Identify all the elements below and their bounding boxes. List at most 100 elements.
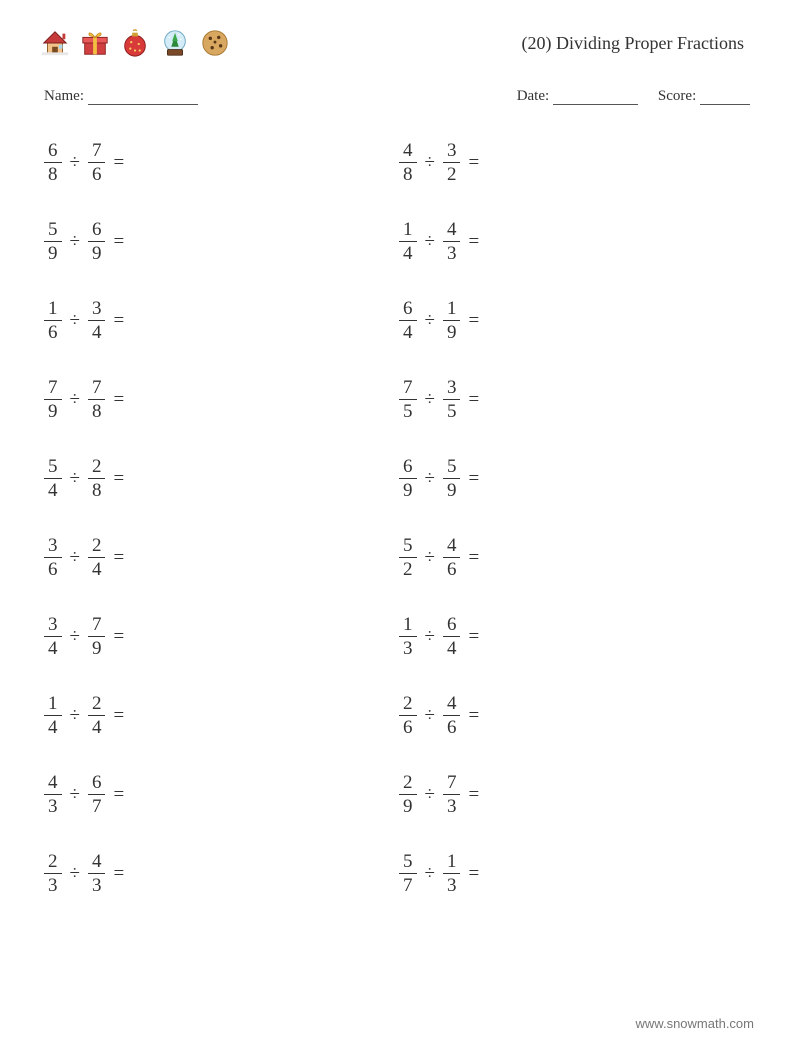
fraction-2: 34 xyxy=(88,299,106,342)
denominator: 8 xyxy=(88,399,106,421)
problem: 14÷43= xyxy=(399,220,754,263)
problem: 69÷59= xyxy=(399,457,754,500)
fraction-1: 48 xyxy=(399,141,417,184)
problem: 29÷73= xyxy=(399,773,754,816)
name-blank[interactable] xyxy=(88,91,198,105)
numerator: 4 xyxy=(443,694,461,715)
numerator: 3 xyxy=(44,615,62,636)
operator: ÷ xyxy=(425,389,435,411)
equals: = xyxy=(113,152,124,174)
denominator: 6 xyxy=(88,162,106,184)
numerator: 5 xyxy=(399,852,417,873)
numerator: 3 xyxy=(88,299,106,320)
equals: = xyxy=(468,547,479,569)
numerator: 7 xyxy=(399,378,417,399)
fraction-2: 46 xyxy=(443,694,461,737)
score-blank[interactable] xyxy=(700,91,750,105)
problem: 79÷78= xyxy=(44,378,399,421)
problem: 64 ÷ 19 = xyxy=(399,299,754,342)
numerator: 7 xyxy=(443,773,461,794)
header-row: (20) Dividing Proper Fractions xyxy=(40,28,754,58)
date-blank[interactable] xyxy=(553,91,638,105)
denominator: 5 xyxy=(443,399,461,421)
worksheet-page: (20) Dividing Proper Fractions Name: Dat… xyxy=(0,0,794,895)
equals: = xyxy=(113,705,124,727)
problem: 75÷35= xyxy=(399,378,754,421)
denominator: 4 xyxy=(399,320,417,342)
fraction-1: 16 xyxy=(44,299,62,342)
numerator: 1 xyxy=(399,220,417,241)
equals: = xyxy=(468,784,479,806)
denominator: 4 xyxy=(88,715,106,737)
operator: ÷ xyxy=(70,705,80,727)
denominator: 9 xyxy=(399,794,417,816)
numerator: 2 xyxy=(88,457,106,478)
denominator: 5 xyxy=(399,399,417,421)
denominator: 8 xyxy=(44,162,62,184)
numerator: 5 xyxy=(44,457,62,478)
equals: = xyxy=(468,389,479,411)
denominator: 2 xyxy=(399,557,417,579)
denominator: 4 xyxy=(88,320,106,342)
fraction-2: 43 xyxy=(443,220,461,263)
numerator: 4 xyxy=(44,773,62,794)
numerator: 7 xyxy=(44,378,62,399)
operator: ÷ xyxy=(425,310,435,332)
denominator: 3 xyxy=(443,794,461,816)
equals: = xyxy=(468,626,479,648)
denominator: 3 xyxy=(399,636,417,658)
denominator: 9 xyxy=(443,478,461,500)
fraction-2: 24 xyxy=(88,536,106,579)
denominator: 7 xyxy=(88,794,106,816)
fraction-1: 14 xyxy=(399,220,417,263)
name-label: Name: xyxy=(44,88,84,104)
fraction-1: 69 xyxy=(399,457,417,500)
denominator: 3 xyxy=(443,241,461,263)
worksheet-title: (20) Dividing Proper Fractions xyxy=(522,33,754,54)
fraction-2: 13 xyxy=(443,852,461,895)
equals: = xyxy=(468,863,479,885)
operator: ÷ xyxy=(70,231,80,253)
numerator: 5 xyxy=(399,536,417,557)
operator: ÷ xyxy=(425,626,435,648)
denominator: 4 xyxy=(399,241,417,263)
numerator: 2 xyxy=(44,852,62,873)
fraction-1: 23 xyxy=(44,852,62,895)
numerator: 2 xyxy=(399,694,417,715)
numerator: 3 xyxy=(443,141,461,162)
denominator: 9 xyxy=(44,399,62,421)
numerator: 7 xyxy=(88,378,106,399)
equals: = xyxy=(468,310,479,332)
fraction-2: 19 xyxy=(443,299,461,342)
numerator: 6 xyxy=(399,299,417,320)
problem: 13÷64= xyxy=(399,615,754,658)
problem: 36÷24= xyxy=(44,536,399,579)
denominator: 9 xyxy=(443,320,461,342)
fraction-2: 46 xyxy=(443,536,461,579)
denominator: 8 xyxy=(399,162,417,184)
operator: ÷ xyxy=(425,152,435,174)
equals: = xyxy=(113,468,124,490)
numerator: 1 xyxy=(443,299,461,320)
fraction-1: 57 xyxy=(399,852,417,895)
denominator: 7 xyxy=(399,873,417,895)
fraction-1: 79 xyxy=(44,378,62,421)
numerator: 3 xyxy=(44,536,62,557)
operator: ÷ xyxy=(70,310,80,332)
operator: ÷ xyxy=(70,389,80,411)
numerator: 7 xyxy=(88,141,106,162)
numerator: 2 xyxy=(88,536,106,557)
numerator: 5 xyxy=(443,457,461,478)
numerator: 1 xyxy=(44,694,62,715)
numerator: 6 xyxy=(399,457,417,478)
operator: ÷ xyxy=(70,863,80,885)
numerator: 4 xyxy=(443,536,461,557)
problem: 57÷13= xyxy=(399,852,754,895)
fraction-2: 28 xyxy=(88,457,106,500)
denominator: 3 xyxy=(88,873,106,895)
equals: = xyxy=(113,547,124,569)
operator: ÷ xyxy=(425,784,435,806)
score-field: Score: xyxy=(658,88,750,105)
fraction-1: 75 xyxy=(399,378,417,421)
denominator: 9 xyxy=(399,478,417,500)
